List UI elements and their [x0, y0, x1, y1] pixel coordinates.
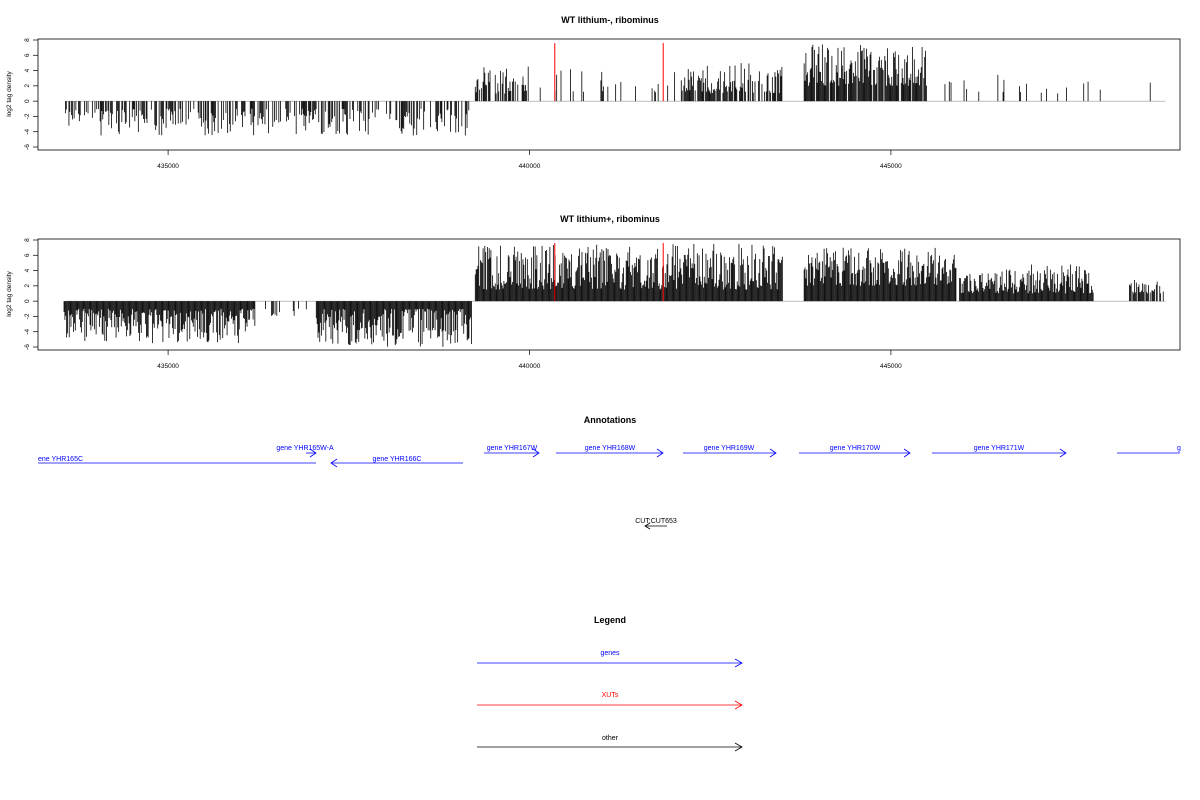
x-tick-label: 440000: [519, 163, 541, 170]
y-tick-label: 2: [24, 84, 31, 88]
y-tick-label: -2: [24, 113, 31, 119]
y-tick-label: 0: [24, 299, 31, 303]
legend-item-genes: genes: [477, 650, 743, 668]
legend-label: other: [602, 735, 619, 742]
feature-CUT653: CUT:CUT653: [635, 518, 677, 530]
arrow-right-icon: [309, 448, 317, 458]
y-tick-label: 8: [24, 38, 31, 42]
legend-label: genes: [600, 650, 620, 657]
y-tick-label: 4: [24, 268, 31, 272]
panel-2-frame: [37, 238, 1181, 351]
y-tick-label: 4: [24, 68, 31, 72]
y-tick-label: 0: [24, 99, 31, 103]
y-tick-label: -4: [24, 328, 31, 334]
annotations-panel: Annotations ene YHR165C gene YHR165W-A g…: [38, 415, 1181, 530]
legend-item-other: other: [477, 735, 743, 752]
feature-YHR168W: gene YHR168W: [556, 445, 664, 458]
panel-2-y-axis: 8 6 4 2 0 -2 -4 -6: [24, 238, 38, 350]
x-tick-label: 435000: [157, 163, 179, 170]
feature-label: CUT:CUT653: [635, 518, 677, 525]
y-tick-label: -4: [24, 128, 31, 134]
arrow-right-icon: [734, 658, 743, 668]
y-tick-label: -2: [24, 313, 31, 319]
x-tick-label: 445000: [880, 363, 902, 370]
panel-1-title: WT lithium-, ribominus: [561, 15, 659, 25]
feature-label: gene YHR171W: [974, 445, 1025, 452]
legend-item-xuts: XUTs: [477, 692, 743, 710]
panel-2-y-label: log2 tag density: [6, 270, 13, 316]
feature-label: gene YHR170W: [830, 445, 881, 452]
panel-2-title: WT lithium+, ribominus: [560, 214, 660, 224]
feature-label: gene YHR166C: [373, 456, 422, 463]
arrow-left-icon: [330, 458, 338, 468]
panel-1-y-axis: 8 6 4 2 0 -2 -4 -6: [24, 38, 38, 150]
panel-1-x-axis: 435000 440000 445000: [157, 150, 902, 170]
legend: Legend genes XUTs other: [477, 615, 743, 752]
y-tick-label: -6: [24, 344, 31, 350]
feature-label: gene YHR165W-A: [276, 445, 334, 452]
legend-title: Legend: [594, 615, 626, 625]
y-tick-label: 8: [24, 238, 31, 242]
track-panel-1: WT lithium-, ribominus 8 6 4 2 0 -2 -4 -6 43500…: [6, 15, 1181, 170]
feature-YHR171W: gene YHR171W: [932, 445, 1067, 458]
x-tick-label: 445000: [880, 163, 902, 170]
arrow-right-icon: [734, 700, 743, 710]
feature-label: gene YHR169W: [704, 445, 755, 452]
y-tick-label: -6: [24, 144, 31, 150]
panel-2-bars: [63, 243, 1166, 347]
arrow-left-icon: [644, 522, 651, 530]
annotations-title: Annotations: [584, 415, 637, 425]
panel-2-x-axis: 435000 440000 445000: [157, 350, 902, 370]
feature-YHR165W-A: gene YHR165W-A: [276, 445, 334, 458]
panel-1-y-label: log2 tag density: [6, 70, 13, 116]
panel-1-frame: [37, 38, 1181, 151]
arrow-right-icon: [1059, 448, 1067, 458]
y-tick-label: 6: [24, 53, 31, 57]
feature-YHR169W: gene YHR169W: [683, 445, 777, 458]
feature-ene-YHR165C: ene YHR165C: [38, 456, 316, 464]
y-tick-label: 6: [24, 253, 31, 257]
track-panel-2: WT lithium+, ribominus 8 6 4 2 0 -2 -4 -6 43500…: [6, 214, 1181, 370]
feature-label: gene YHR168W: [585, 445, 636, 452]
y-tick-label: 2: [24, 284, 31, 288]
feature-YHR167W: gene YHR167W: [484, 445, 540, 458]
panel-1-bars: [65, 43, 1166, 136]
arrow-right-icon: [656, 448, 664, 458]
legend-label: XUTs: [602, 692, 619, 699]
feature-label: gene YHR167W: [487, 445, 538, 452]
x-tick-label: 440000: [519, 363, 541, 370]
x-tick-label: 435000: [157, 363, 179, 370]
feature-YHR170W: gene YHR170W: [799, 445, 911, 458]
feature-label: ene YHR165C: [38, 456, 83, 463]
feature-YHR166C: gene YHR166C: [330, 456, 463, 468]
feature-clipped-gene: g: [1117, 445, 1181, 454]
arrow-right-icon: [734, 742, 743, 752]
arrow-right-icon: [903, 448, 911, 458]
arrow-right-icon: [532, 448, 540, 458]
arrow-right-icon: [769, 448, 777, 458]
feature-label: g: [1177, 445, 1181, 452]
